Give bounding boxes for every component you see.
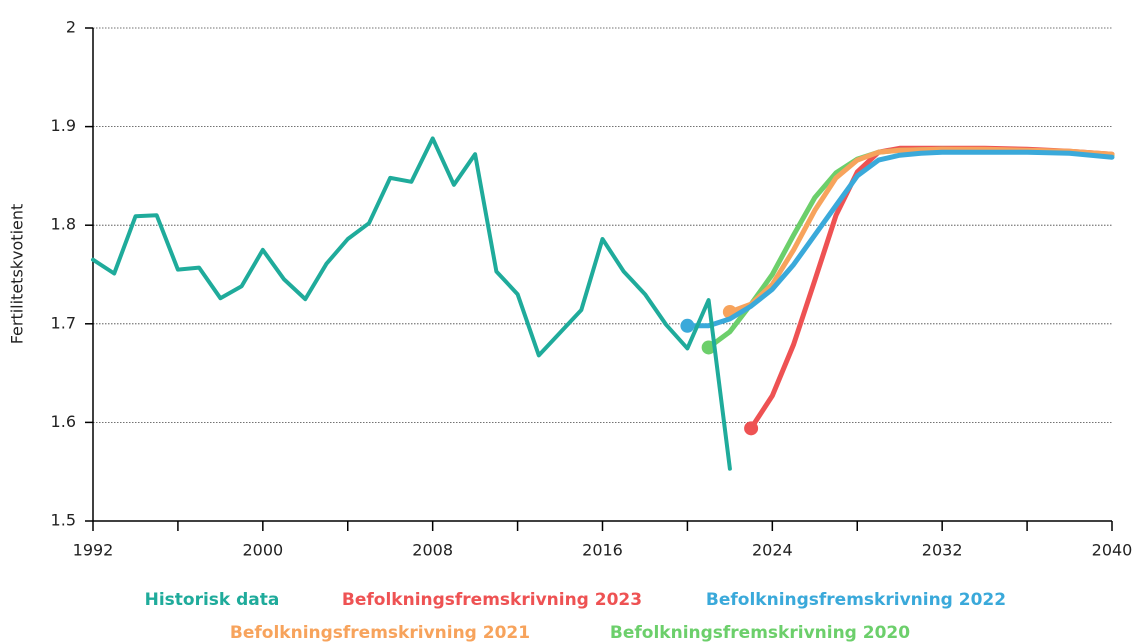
series-line [748, 145, 1115, 431]
y-axis-label: Fertilitetskvotient [8, 204, 27, 345]
x-tick-label: 2024 [752, 541, 793, 560]
start-marker [744, 421, 759, 436]
x-tick-label: 2000 [242, 541, 283, 560]
series-line [727, 146, 1115, 315]
series-line [684, 149, 1115, 329]
legend-entry: Befolkningsfremskrivning 2023 [342, 590, 642, 610]
y-tick-label: 1.5 [51, 511, 76, 530]
series-line [91, 136, 732, 471]
legend-entry: Historisk data [145, 590, 280, 610]
y-tick-label: 1.7 [51, 313, 76, 332]
legend-entry: Befolkningsfremskrivning 2021 [230, 623, 530, 643]
x-tick-label: 2032 [922, 541, 963, 560]
legend-entry: Befolkningsfremskrivning 2020 [610, 623, 910, 643]
x-tick-label: 2016 [582, 541, 623, 560]
x-tick-label: 2008 [412, 541, 453, 560]
start-marker [680, 318, 695, 333]
y-tick-label: 2 [66, 18, 76, 37]
legend-entry: Befolkningsfremskrivning 2022 [706, 590, 1006, 610]
y-tick-label: 1.8 [51, 215, 76, 234]
series-line [706, 146, 1115, 350]
y-tick-label: 1.9 [51, 116, 76, 135]
x-tick-label: 2040 [1092, 541, 1133, 560]
x-tick-label: 1992 [73, 541, 114, 560]
y-tick-label: 1.6 [51, 412, 76, 431]
